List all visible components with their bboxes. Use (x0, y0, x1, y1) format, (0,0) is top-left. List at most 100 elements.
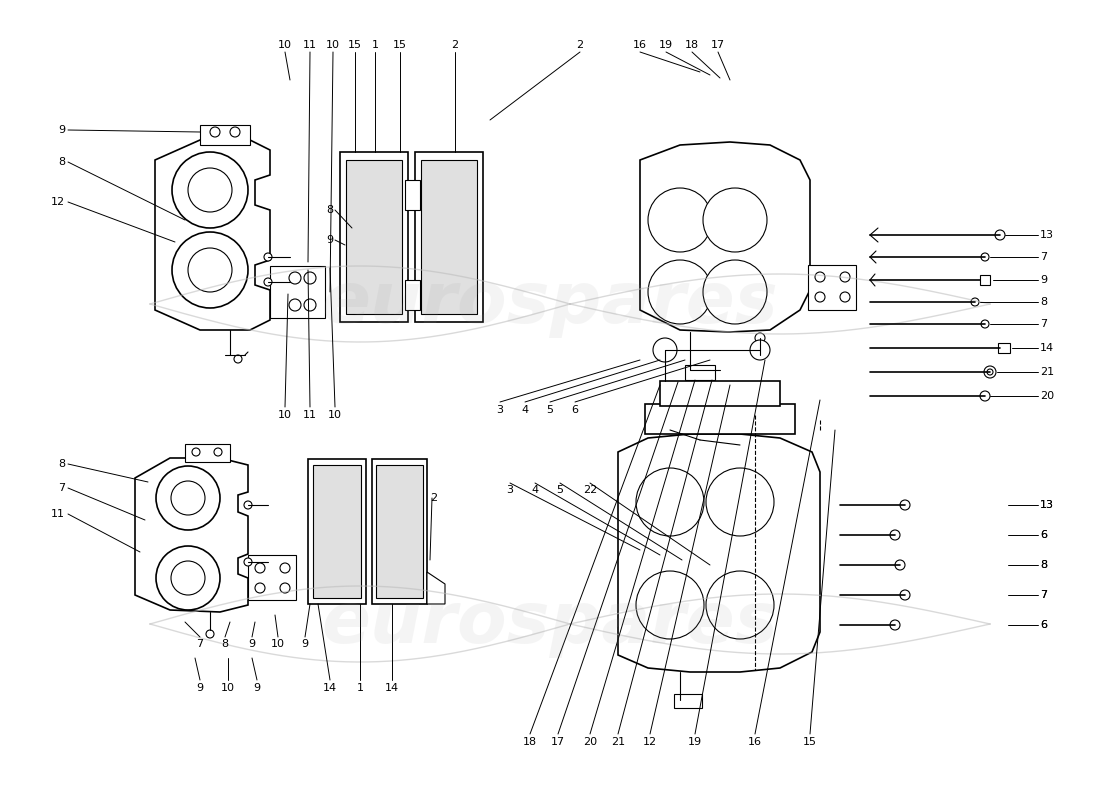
Text: 20: 20 (1040, 391, 1054, 401)
Text: 15: 15 (393, 40, 407, 50)
Text: 14: 14 (1040, 343, 1054, 353)
Circle shape (289, 299, 301, 311)
Text: 5: 5 (557, 485, 563, 495)
Text: 10: 10 (271, 639, 285, 649)
Text: 7: 7 (1040, 252, 1047, 262)
Text: 13: 13 (1040, 500, 1054, 510)
Text: 7: 7 (1040, 590, 1047, 600)
Text: 7: 7 (1040, 319, 1047, 329)
Circle shape (706, 468, 774, 536)
Text: 4: 4 (531, 485, 539, 495)
Circle shape (156, 546, 220, 610)
Bar (308, 459, 366, 604)
Text: 8: 8 (1040, 297, 1047, 307)
Text: 17: 17 (711, 40, 725, 50)
Text: 3: 3 (496, 405, 504, 415)
Text: 12: 12 (642, 737, 657, 747)
Text: 6: 6 (1040, 530, 1047, 540)
Circle shape (815, 272, 825, 282)
Circle shape (727, 489, 754, 515)
Circle shape (981, 320, 989, 328)
Circle shape (755, 333, 764, 343)
Circle shape (289, 272, 301, 284)
Circle shape (900, 500, 910, 510)
Circle shape (706, 571, 774, 639)
Text: 22: 22 (583, 485, 597, 495)
Circle shape (895, 560, 905, 570)
Circle shape (996, 230, 1005, 240)
Text: 2: 2 (451, 40, 459, 50)
Text: 9: 9 (197, 683, 204, 693)
Text: 6: 6 (572, 405, 579, 415)
Text: 8: 8 (58, 157, 65, 167)
Bar (405, 280, 420, 310)
Text: 5: 5 (547, 405, 553, 415)
Circle shape (192, 448, 200, 456)
Circle shape (703, 260, 767, 324)
Bar (645, 404, 795, 434)
Text: 14: 14 (385, 683, 399, 693)
Bar (405, 180, 420, 210)
Circle shape (890, 620, 900, 630)
Text: 9: 9 (301, 639, 309, 649)
Circle shape (980, 391, 990, 401)
Text: 11: 11 (302, 40, 317, 50)
Text: 9: 9 (249, 639, 255, 649)
Circle shape (652, 192, 708, 248)
Bar (346, 160, 402, 314)
Bar (185, 444, 230, 462)
Text: 9: 9 (253, 683, 261, 693)
Text: 11: 11 (302, 410, 317, 420)
Bar (660, 381, 780, 406)
Bar (340, 152, 408, 322)
Circle shape (707, 264, 763, 320)
Text: 14: 14 (323, 683, 337, 693)
Circle shape (264, 253, 272, 261)
Text: 13: 13 (1040, 500, 1054, 510)
Text: 6: 6 (1040, 620, 1047, 630)
Circle shape (188, 248, 232, 292)
Text: 7: 7 (197, 639, 204, 649)
Circle shape (304, 299, 316, 311)
Circle shape (648, 188, 712, 252)
Circle shape (206, 630, 214, 638)
Text: 21: 21 (1040, 367, 1054, 377)
Text: 19: 19 (688, 737, 702, 747)
Circle shape (710, 575, 770, 635)
Circle shape (657, 592, 683, 618)
Text: 12: 12 (51, 197, 65, 207)
Circle shape (723, 280, 747, 304)
Text: 3: 3 (506, 485, 514, 495)
Polygon shape (427, 572, 446, 604)
Bar (685, 365, 715, 380)
Circle shape (214, 448, 222, 456)
Bar (248, 555, 296, 600)
Text: 4: 4 (521, 405, 529, 415)
Bar (200, 125, 250, 145)
Text: 18: 18 (685, 40, 700, 50)
Bar (314, 465, 361, 598)
Circle shape (652, 264, 708, 320)
Text: 2: 2 (576, 40, 584, 50)
Circle shape (981, 253, 989, 261)
Bar (372, 459, 427, 604)
Text: 9: 9 (327, 235, 333, 245)
Text: 1: 1 (372, 40, 378, 50)
Text: 9: 9 (1040, 275, 1047, 285)
Circle shape (210, 127, 220, 137)
Text: 6: 6 (1040, 530, 1047, 540)
Text: 8: 8 (58, 459, 65, 469)
Circle shape (890, 530, 900, 540)
Text: 8: 8 (327, 205, 333, 215)
Circle shape (984, 366, 996, 378)
Bar (376, 465, 424, 598)
Text: 21: 21 (610, 737, 625, 747)
Text: 9: 9 (58, 125, 65, 135)
Polygon shape (155, 140, 270, 330)
Text: 15: 15 (348, 40, 362, 50)
Circle shape (170, 481, 205, 515)
Text: 16: 16 (632, 40, 647, 50)
Circle shape (987, 369, 993, 375)
Text: 20: 20 (583, 737, 597, 747)
Circle shape (657, 489, 683, 515)
